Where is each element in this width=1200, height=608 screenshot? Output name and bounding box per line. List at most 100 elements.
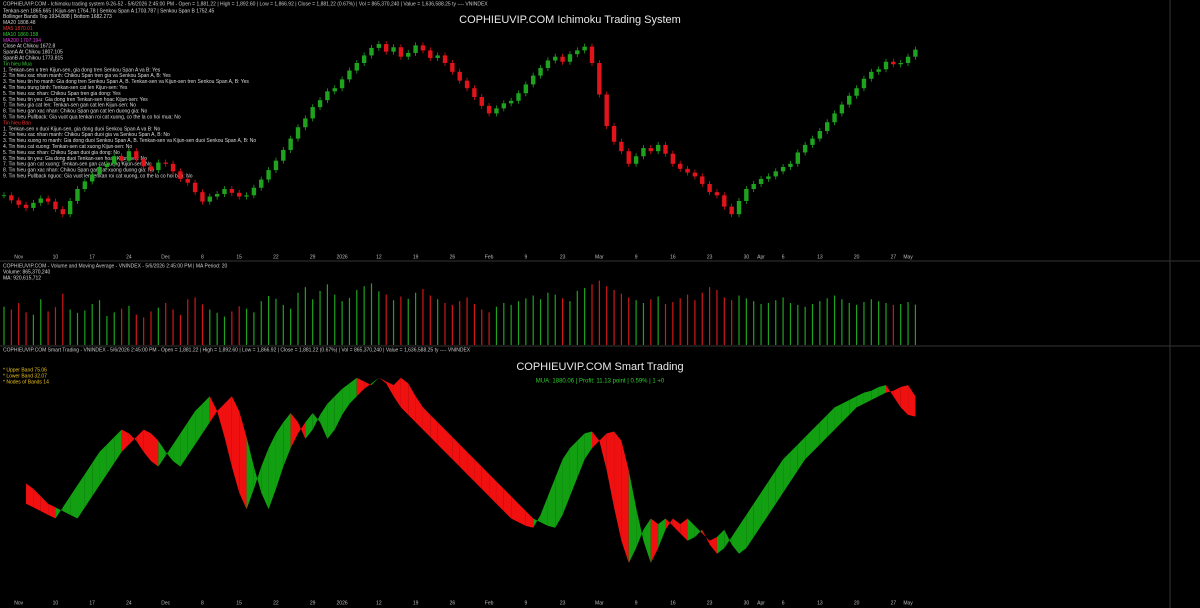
ribbon-segment: [694, 525, 703, 538]
volume-bar: [495, 306, 498, 345]
candle: [170, 163, 176, 172]
candle: [192, 182, 198, 193]
candle: [126, 151, 132, 161]
volume-bar: [3, 306, 5, 345]
x-tick-label: 30: [744, 254, 750, 260]
candle: [729, 206, 734, 215]
volume-bar: [620, 293, 622, 345]
volume-bar: [811, 303, 814, 345]
candle: [295, 127, 301, 139]
legend-line: Close At Chikou 1672.8: [3, 44, 55, 50]
candle: [802, 144, 808, 153]
candle: [266, 170, 271, 180]
volume-bar: [201, 304, 204, 345]
ribbon-segment: [452, 437, 460, 467]
ribbon-segment: [253, 466, 262, 493]
volume-bar: [407, 298, 409, 345]
x-tick-label: 30: [744, 600, 750, 606]
ribbon-segment: [320, 403, 328, 439]
x-tick-label: 23: [707, 600, 713, 606]
x-tick-label: 9: [635, 600, 638, 606]
ribbon-segment: [327, 396, 335, 439]
ribbon-segment: [70, 485, 78, 519]
legend-line: 8. Tin hieu gan xac nhan: Chikou Span ga…: [3, 168, 154, 174]
legend-line: 8. Tin hieu gan xac nhan: Chikou Span ga…: [3, 109, 147, 115]
ribbon-segment: [378, 377, 387, 384]
volume-bar: [782, 297, 784, 345]
volume-bar: [738, 295, 740, 345]
volume-bar: [488, 312, 490, 345]
x-tick-label: 8: [201, 600, 204, 606]
candle: [744, 189, 749, 201]
ribbon-segment: [62, 496, 71, 515]
legend-line: Volume: 865,370,240: [3, 269, 50, 275]
x-tick-label: 19: [413, 254, 419, 260]
ribbon-segment: [856, 392, 864, 408]
candle: [626, 151, 631, 164]
ribbon-segment: [533, 514, 541, 528]
ribbon-segment: [827, 407, 835, 438]
candle: [604, 94, 609, 126]
volume-bar: [635, 300, 637, 345]
volume-bar: [679, 298, 681, 345]
ribbon-segment: [445, 429, 453, 460]
ribbon-segment: [290, 412, 298, 449]
ribbon-segment: [614, 431, 622, 541]
ribbon-segment: [569, 440, 578, 497]
x-tick-label: 19: [413, 600, 419, 606]
legend-line: Tin hieu Mua: [3, 61, 32, 67]
candle: [773, 171, 778, 177]
chart-title: COPHIEUVIP.COM Smart Trading: [516, 361, 683, 373]
ribbon-segment: [562, 448, 570, 515]
x-tick-label: May: [903, 254, 913, 260]
volume-bar: [334, 294, 336, 345]
volume-bar: [547, 292, 549, 345]
candle: [905, 56, 911, 63]
candle: [692, 172, 698, 177]
legend-line: MA5 1870.01: [3, 26, 33, 32]
candle: [472, 88, 477, 98]
volume-bar: [819, 301, 821, 345]
ribbon-segment: [599, 433, 607, 471]
candle: [273, 160, 279, 171]
x-tick-label: 8: [201, 254, 204, 260]
ribbon-segment: [55, 507, 63, 519]
volume-bar: [885, 303, 887, 345]
candle: [619, 141, 624, 152]
candle: [53, 201, 58, 210]
x-tick-label: Feb: [485, 600, 494, 606]
legend-line: Tin hieu Ban: [3, 120, 31, 126]
volume-bar: [731, 300, 733, 345]
x-tick-label: 9: [524, 600, 527, 606]
ribbon-segment: [680, 518, 688, 541]
volume-bar: [150, 311, 152, 345]
candle: [347, 70, 352, 80]
ribbon-segment: [503, 488, 512, 519]
candle: [780, 166, 786, 172]
ribbon-segment: [658, 518, 666, 549]
candle: [303, 118, 308, 128]
candle: [251, 187, 257, 196]
candle: [435, 55, 440, 58]
legend-line: MA: 920,615,712: [3, 275, 41, 281]
candle: [67, 200, 73, 215]
x-tick-label: 17: [89, 600, 95, 606]
ribbon-segment: [408, 383, 416, 423]
ribbon-segment: [753, 492, 762, 538]
candle: [75, 189, 80, 201]
volume-bar: [628, 297, 630, 345]
volume-bar: [900, 303, 902, 345]
legend-line: 4. Tin hieu trung binh: Tenkan-sen cat l…: [3, 85, 128, 91]
ribbon-segment: [422, 407, 431, 438]
ribbon-segment: [900, 385, 909, 415]
x-tick-label: 29: [310, 600, 316, 606]
candle: [420, 45, 426, 51]
volume-bar: [76, 312, 79, 345]
ribbon-segment: [298, 422, 306, 439]
volume-bar: [10, 309, 12, 345]
candle: [354, 63, 359, 71]
ribbon-segment: [643, 518, 651, 563]
x-tick-label: 23: [560, 254, 566, 260]
